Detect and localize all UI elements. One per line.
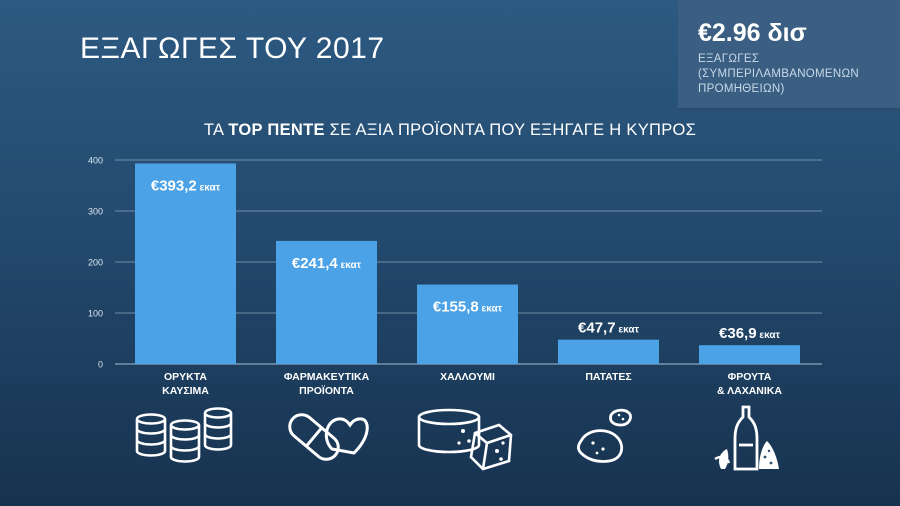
pills-icon xyxy=(288,413,369,461)
bar xyxy=(417,284,518,364)
category-label: ΠΑΤΑΤΕΣ xyxy=(585,371,632,383)
y-tick-label: 100 xyxy=(88,309,103,319)
bar xyxy=(135,163,236,364)
y-tick-label: 300 xyxy=(88,207,103,217)
data-label: €47,7 εκατ xyxy=(578,320,639,337)
bar xyxy=(558,339,659,364)
total-exports-label-line2: (ΣΥΜΠΕΡΙΛΑΜΒΑΝΟΜΕΝΩΝ xyxy=(698,68,860,80)
total-exports-label: ΕΞΑΓΩΓΕΣ (ΣΥΜΠΕΡΙΛΑΜΒΑΝΟΜΕΝΩΝ ΠΡΟΜΗΘΕΙΩΝ… xyxy=(698,52,900,97)
category-label: ΟΡΥΚΤΑ ΚΑΥΣΙΜΑ xyxy=(162,371,209,397)
page-title: ΕΞΑΓΩΓΕΣ ΤΟΥ 2017 xyxy=(80,32,385,65)
oil-barrels-icon xyxy=(135,407,233,463)
chart-title-bold: TOP ΠΕΝΤΕ xyxy=(228,121,325,139)
bar xyxy=(276,240,377,364)
olive-oil-vegetables-icon xyxy=(714,405,779,471)
total-exports-value: €2.96 δισ xyxy=(698,19,807,47)
total-exports-label-line1: ΕΞΑΓΩΓΕΣ xyxy=(698,53,760,65)
data-label: €393,2 εκατ xyxy=(151,177,221,194)
bar xyxy=(699,345,800,364)
category-label: ΦΡΟΥΤΑ & ΛΑΧΑΝΙΚΑ xyxy=(717,371,782,397)
category-label: ΧΑΛΛΟΥΜΙ xyxy=(440,371,495,383)
chart-title-prefix: ΤΑ xyxy=(203,121,229,139)
chart-title-suffix: ΣΕ ΑΞΙΑ ΠΡΟΪΟΝΤΑ ΠΟΥ ΕΞΗΓΑΓΕ Η ΚΥΠΡΟΣ xyxy=(324,121,697,139)
chart-title: ΤΑ TOP ΠΕΝΤΕ ΣΕ ΑΞΙΑ ΠΡΟΪΟΝΤΑ ΠΟΥ ΕΞΗΓΑΓ… xyxy=(0,121,900,140)
category-label: ΦΑΡΜΑΚΕΥΤΙΚΑ ΠΡΟΪΟΝΤΑ xyxy=(283,371,370,397)
halloumi-cheese-icon xyxy=(417,408,513,471)
data-label: €36,9 εκατ xyxy=(719,325,780,342)
potato-icon xyxy=(576,408,632,463)
y-tick-label: 400 xyxy=(88,156,103,166)
data-label: €241,4 εκατ xyxy=(292,255,362,272)
y-tick-label: 200 xyxy=(88,258,103,268)
total-exports-label-line3: ΠΡΟΜΗΘΕΙΩΝ) xyxy=(698,83,785,95)
data-label: €155,8 εκατ xyxy=(433,299,503,316)
y-tick-label: 0 xyxy=(98,360,103,370)
total-exports-stat: €2.96 δισ ΕΞΑΓΩΓΕΣ (ΣΥΜΠΕΡΙΛΑΜΒΑΝΟΜΕΝΩΝ … xyxy=(678,0,900,110)
